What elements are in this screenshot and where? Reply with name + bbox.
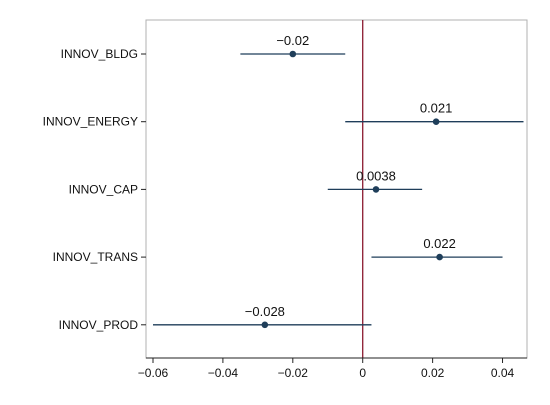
confidence-intervals	[152, 53, 524, 326]
category-label-innov-prod: INNOV_PROD	[59, 318, 139, 332]
category-label-innov-cap: INNOV_CAP	[69, 182, 138, 196]
estimate-point-innov-cap	[372, 186, 380, 193]
estimate-point-innov-energy	[432, 118, 440, 125]
estimate-point-innov-bldg	[289, 50, 297, 58]
x-tick-label: −0.02	[278, 366, 309, 380]
estimate-point-innov-prod	[261, 321, 269, 329]
x-tick-label: 0.02	[421, 366, 445, 380]
x-tick-label: −0.04	[208, 366, 239, 380]
estimate-label-innov-energy: 0.021	[420, 101, 453, 116]
x-axis: −0.06 −0.04 −0.02 0 0.02 0.04	[138, 357, 527, 380]
category-label-innov-energy: INNOV_ENERGY	[43, 115, 138, 129]
category-label-innov-trans: INNOV_TRANS	[53, 250, 138, 264]
category-labels: INNOV_BLDG INNOV_ENERGY INNOV_CAP INNOV_TRA…	[43, 47, 146, 332]
estimate-label-innov-cap: 0.0038	[356, 168, 396, 183]
x-tick-label: 0.04	[491, 366, 515, 380]
estimate-label-innov-trans: 0.022	[423, 236, 456, 251]
category-label-innov-bldg: INNOV_BLDG	[61, 47, 138, 61]
x-tick-label: −0.06	[138, 366, 169, 380]
estimate-point-innov-trans	[436, 253, 443, 261]
x-tick-label: 0	[359, 366, 366, 380]
estimate-label-innov-bldg: −0.02	[276, 33, 309, 48]
estimate-label-innov-prod: −0.028	[245, 304, 285, 319]
estimate-labels: −0.02 0.021 0.0038 0.022 −0.028	[245, 33, 456, 319]
estimate-points	[261, 50, 443, 329]
